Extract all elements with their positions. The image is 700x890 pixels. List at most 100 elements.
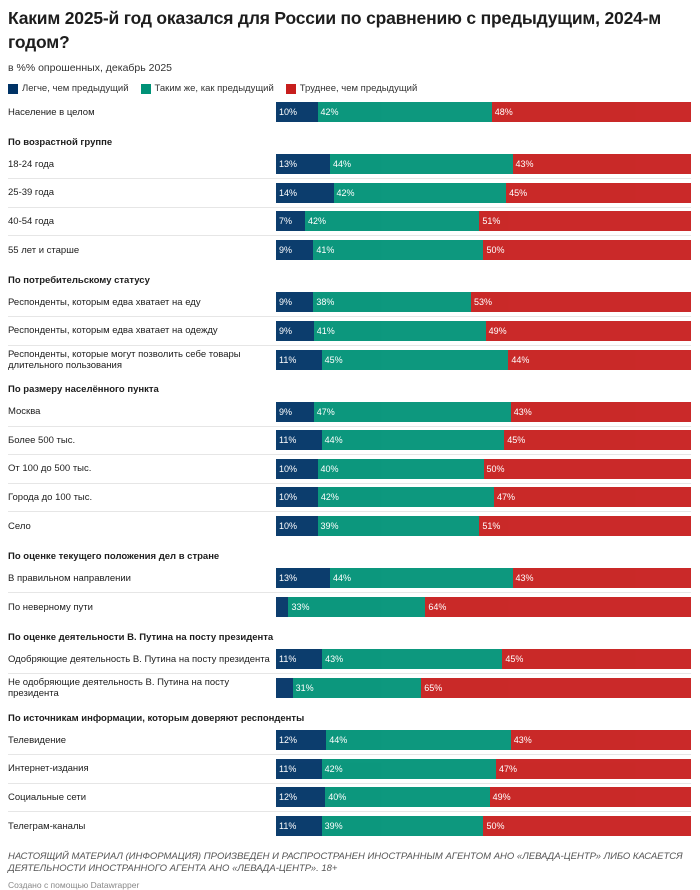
row-label: Телевидение bbox=[8, 734, 67, 746]
bar-segment-easier: 10% bbox=[276, 487, 318, 508]
stacked-bar: 12% 40% 49% bbox=[276, 787, 691, 808]
bar-segment-same: 44% bbox=[321, 430, 505, 451]
row-label: Респонденты, которым едва хватает на оде… bbox=[8, 325, 218, 337]
bar-row: Телеграм-каналы 11% 39% 50% bbox=[8, 812, 691, 841]
legend: Легче, чем предыдущий Таким же, как пред… bbox=[8, 83, 691, 95]
bar-segment-same: 40% bbox=[317, 458, 484, 479]
bar-row: Города до 100 тыс. 10% 42% 47% bbox=[8, 484, 691, 512]
bar-segment-same: 47% bbox=[313, 401, 511, 422]
legend-item-same: Таким же, как предыдущий bbox=[140, 83, 274, 95]
bar-segment-same: 45% bbox=[321, 349, 509, 370]
bar-segment-easier: 9% bbox=[276, 292, 314, 313]
bar-segment-easier: 10% bbox=[276, 102, 318, 123]
legend-label: Таким же, как предыдущий bbox=[154, 83, 274, 94]
bar-segment-harder: 50% bbox=[483, 816, 691, 837]
bar-segment-harder: 43% bbox=[510, 401, 691, 422]
stacked-bar: 13% 44% 43% bbox=[276, 154, 691, 175]
stacked-bar-chart: Население в целом 10% 42% 48% По возрастной … bbox=[8, 98, 691, 841]
row-label: Одобряющие деятельность В. Путина на пос… bbox=[8, 653, 270, 665]
bar-segment-harder: 65% bbox=[421, 678, 691, 699]
data-label: 10% bbox=[279, 492, 298, 503]
data-label: 42% bbox=[308, 216, 327, 227]
row-label: Более 500 тыс. bbox=[8, 434, 76, 446]
legend-swatch bbox=[285, 84, 296, 94]
bar-segment-harder: 45% bbox=[502, 649, 691, 670]
data-label: 65% bbox=[424, 683, 443, 694]
bar-segment-harder: 45% bbox=[504, 430, 691, 451]
data-label: 10% bbox=[279, 463, 298, 474]
bar-row: Более 500 тыс. 11% 44% 45% bbox=[8, 427, 691, 455]
data-label: 40% bbox=[328, 792, 347, 803]
row-label: Население в целом bbox=[8, 106, 95, 118]
data-label: 11% bbox=[279, 654, 297, 665]
data-label: 51% bbox=[482, 216, 501, 227]
data-label: 53% bbox=[474, 297, 493, 308]
data-label: 44% bbox=[329, 735, 348, 746]
bar-segment-same: 42% bbox=[317, 487, 494, 508]
data-label: 44% bbox=[511, 354, 530, 365]
bar-segment-same: 44% bbox=[329, 154, 513, 175]
stacked-bar: 7% 42% 51% bbox=[276, 211, 691, 232]
bar-segment-harder: 51% bbox=[479, 211, 691, 232]
data-label: 51% bbox=[482, 521, 501, 532]
chart-title: Каким 2025-й год оказался для России по … bbox=[8, 8, 662, 52]
bar-segment-easier: 9% bbox=[276, 320, 314, 341]
bar-segment-easier: 11% bbox=[276, 430, 322, 451]
datawrapper-credit: Создано с помощью Datawrapper bbox=[8, 879, 140, 890]
group-title: По оценке деятельности В. Путина на пост… bbox=[8, 631, 274, 643]
bar-segment-harder: 47% bbox=[495, 758, 691, 779]
bar-segment-harder: 51% bbox=[479, 516, 691, 537]
row-label: По неверному пути bbox=[8, 601, 93, 613]
bar-segment-easier: 7% bbox=[276, 211, 306, 232]
bar-row: От 100 до 500 тыс. 10% 40% 50% bbox=[8, 455, 691, 484]
data-label: 9% bbox=[279, 245, 293, 256]
bar-row: Одобряющие деятельность В. Путина на пос… bbox=[8, 646, 691, 674]
bar-segment-same: 39% bbox=[317, 516, 480, 537]
stacked-bar: 9% 41% 49% bbox=[276, 320, 691, 341]
legend-label: Легче, чем предыдущий bbox=[22, 83, 129, 94]
bar-segment-easier bbox=[276, 678, 293, 699]
data-label: 11% bbox=[279, 821, 297, 832]
bar-segment-harder: 43% bbox=[512, 154, 691, 175]
data-label: 9% bbox=[279, 406, 293, 417]
stacked-bar: 10% 42% 48% bbox=[276, 102, 691, 123]
row-label: 55 лет и старше bbox=[8, 244, 80, 256]
bar-segment-harder: 50% bbox=[483, 240, 691, 261]
data-label: 12% bbox=[279, 735, 298, 746]
row-label: Москва bbox=[8, 406, 41, 418]
stacked-bar: 11% 39% 50% bbox=[276, 816, 691, 837]
legend-swatch bbox=[140, 84, 151, 94]
stacked-bar: 9% 41% 50% bbox=[276, 240, 691, 261]
row-label: Село bbox=[8, 520, 31, 532]
data-label: 45% bbox=[509, 187, 528, 198]
data-label: 13% bbox=[279, 159, 298, 170]
bar-segment-easier: 12% bbox=[276, 787, 326, 808]
row-label: Респонденты, которые могут позволить себ… bbox=[8, 348, 241, 371]
data-label: 9% bbox=[279, 297, 293, 308]
bar-segment-same: 41% bbox=[313, 240, 484, 261]
bar-segment-harder: 49% bbox=[485, 320, 691, 341]
data-label: 47% bbox=[496, 492, 515, 503]
legend-swatch bbox=[8, 84, 18, 94]
bar-segment-easier: 11% bbox=[276, 758, 322, 779]
bar-row: 40-54 года 7% 42% 51% bbox=[8, 208, 691, 236]
data-label: 41% bbox=[316, 325, 335, 336]
stacked-bar: 10% 42% 47% bbox=[276, 487, 691, 508]
data-label: 31% bbox=[295, 683, 314, 694]
bar-segment-easier: 11% bbox=[276, 349, 322, 370]
bar-segment-harder: 43% bbox=[510, 730, 691, 751]
stacked-bar: 10% 40% 50% bbox=[276, 458, 691, 479]
data-label: 49% bbox=[492, 792, 511, 803]
bar-segment-same: 40% bbox=[325, 787, 490, 808]
data-label: 49% bbox=[488, 325, 507, 336]
row-label: Социальные сети bbox=[8, 791, 87, 803]
bar-segment-same: 42% bbox=[317, 102, 492, 123]
stacked-bar: 12% 44% 43% bbox=[276, 730, 691, 751]
bar-row: В правильном направлении 13% 44% 43% bbox=[8, 565, 691, 593]
stacked-bar: 10% 39% 51% bbox=[276, 516, 691, 537]
data-label: 42% bbox=[324, 763, 343, 774]
group-title: По оценке текущего положения дел в стран… bbox=[8, 550, 220, 562]
bar-segment-harder: 49% bbox=[489, 787, 691, 808]
stacked-bar: 33% 64% bbox=[276, 597, 691, 618]
bar-segment-harder: 50% bbox=[483, 458, 691, 479]
